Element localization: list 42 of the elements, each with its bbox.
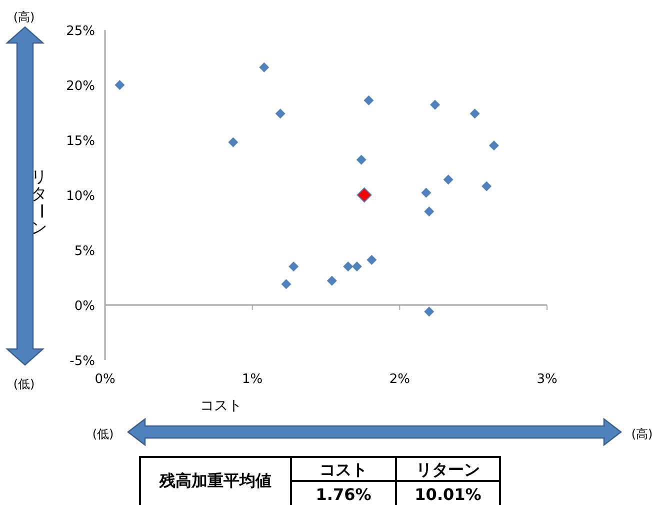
point: [352, 262, 362, 272]
text: (高): [13, 10, 35, 24]
point: [488, 140, 499, 150]
x-tick-label: 3%: [536, 372, 558, 387]
text: 1.76%: [316, 485, 372, 504]
text: コスト: [320, 460, 368, 479]
text: リターン: [416, 460, 480, 479]
y-tick-label: 0%: [74, 299, 95, 314]
text: 残高加重平均値: [158, 471, 272, 490]
point: [281, 279, 292, 290]
point: [228, 137, 238, 148]
text: (低): [13, 377, 35, 391]
point: [343, 262, 354, 272]
point: [424, 306, 434, 317]
x-axis-title: コスト: [200, 398, 242, 414]
x-tick-label: 2%: [389, 372, 410, 387]
point: [443, 174, 454, 185]
point: [366, 254, 377, 265]
point: [430, 100, 440, 110]
text: 10.01%: [414, 485, 482, 504]
point: [470, 108, 480, 119]
x-tick-label: 1%: [242, 372, 263, 387]
text: (低): [92, 427, 114, 441]
y-tick-label: 10%: [66, 189, 95, 204]
point: [275, 108, 286, 119]
point: [482, 181, 492, 192]
point: [356, 154, 366, 165]
point: [424, 206, 434, 216]
point: [288, 262, 299, 272]
x-tick-label: 0%: [94, 372, 116, 387]
point: [259, 62, 270, 72]
y-axis-title: リターン: [31, 167, 51, 237]
point: [114, 80, 125, 90]
point: [364, 95, 374, 106]
y-tick-label: 25%: [66, 24, 95, 39]
text: (高): [631, 427, 653, 441]
y-tick-label: 5%: [74, 244, 95, 259]
point: [326, 276, 337, 286]
y-tick-label: 20%: [66, 79, 95, 94]
point: [421, 188, 432, 198]
y-tick-label: -5%: [70, 354, 95, 369]
y-tick-label: 15%: [66, 134, 95, 149]
